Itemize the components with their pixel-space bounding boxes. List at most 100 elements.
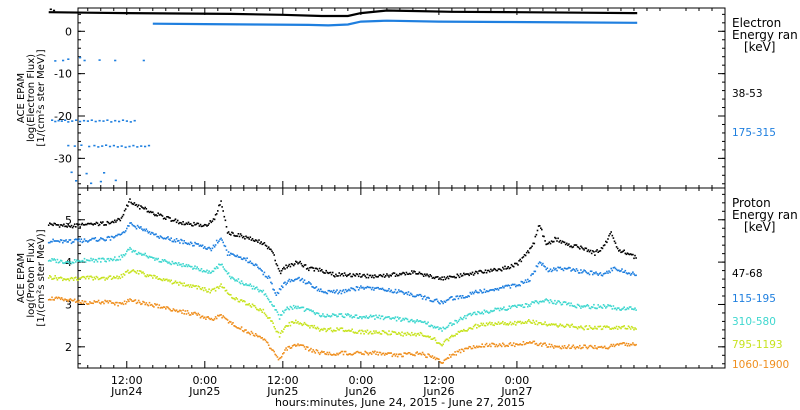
proton-data-point — [592, 328, 594, 330]
proton-data-point — [128, 225, 130, 227]
proton-data-point — [55, 261, 58, 264]
proton-data-point — [632, 342, 634, 344]
electron-data-point — [142, 59, 145, 62]
proton-data-point — [362, 286, 364, 289]
proton-data-point — [114, 277, 116, 279]
proton-data-point — [66, 299, 68, 301]
proton-data-point — [409, 273, 412, 275]
proton-data-point — [370, 288, 373, 291]
proton-data-point — [589, 270, 592, 272]
proton-data-point — [490, 268, 492, 271]
proton-data-point — [454, 351, 456, 353]
proton-data-point — [357, 351, 360, 354]
proton-data-point — [272, 305, 274, 307]
proton-data-point — [153, 306, 155, 308]
proton-data-point — [322, 329, 324, 331]
proton-data-point — [530, 303, 532, 305]
proton-data-point — [246, 303, 248, 306]
proton-data-point — [486, 290, 489, 293]
proton-data-point — [467, 347, 469, 350]
proton-data-point — [510, 344, 513, 347]
proton-data-point — [315, 349, 318, 351]
proton-data-point — [159, 261, 162, 263]
proton-data-point — [67, 241, 69, 243]
proton-data-point — [471, 313, 474, 315]
proton-data-point — [453, 323, 455, 325]
proton-data-point — [627, 272, 630, 274]
proton-data-point — [374, 332, 376, 334]
proton-data-point — [139, 301, 141, 304]
proton-data-point — [628, 272, 631, 275]
proton-data-point — [199, 288, 202, 290]
proton-data-point — [83, 224, 86, 226]
proton-data-point — [546, 299, 549, 301]
proton-data-point — [508, 267, 511, 270]
proton-data-point — [325, 353, 327, 356]
proton-data-point — [239, 256, 242, 258]
proton-data-point — [538, 322, 541, 324]
proton-data-point — [440, 327, 442, 330]
proton-data-point — [296, 322, 298, 324]
proton-data-point — [547, 242, 550, 245]
proton-data-point — [199, 269, 202, 272]
proton-data-point — [187, 242, 190, 245]
proton-data-point — [91, 237, 93, 240]
proton-data-point — [148, 255, 151, 258]
proton-data-point — [549, 346, 552, 348]
proton-data-point — [197, 268, 200, 270]
proton-data-point — [438, 358, 440, 361]
proton-data-point — [545, 323, 547, 326]
proton-data-point — [473, 311, 476, 314]
proton-data-point — [168, 261, 170, 264]
proton-legend-title: Proton Energy ran [keV] — [732, 196, 798, 234]
proton-data-point — [136, 301, 139, 304]
proton-data-point — [450, 335, 452, 338]
proton-data-point — [579, 305, 581, 308]
proton-data-point — [367, 333, 370, 335]
proton-data-point — [590, 345, 593, 348]
proton-data-point — [592, 273, 594, 276]
proton-data-point — [191, 286, 193, 288]
proton-data-point — [514, 262, 516, 265]
proton-data-point — [453, 298, 455, 300]
proton-data-point — [320, 328, 322, 331]
proton-data-point — [547, 324, 550, 326]
proton-data-point — [426, 356, 428, 359]
proton-data-point — [219, 285, 221, 287]
proton-data-point — [341, 350, 344, 353]
proton-data-point — [254, 333, 257, 335]
proton-data-point — [378, 331, 381, 334]
proton-data-point — [298, 276, 300, 279]
proton-data-point — [514, 304, 516, 307]
electron-data-point — [67, 144, 70, 147]
proton-data-point — [315, 267, 318, 270]
proton-data-point — [541, 345, 543, 347]
proton-data-point — [622, 271, 624, 273]
proton-data-point — [146, 274, 149, 276]
proton-data-point — [238, 281, 241, 284]
proton-data-point — [263, 293, 266, 296]
proton-data-point — [576, 327, 579, 330]
proton-data-point — [245, 235, 247, 238]
proton-data-point — [195, 242, 197, 245]
proton-data-point — [610, 231, 612, 233]
proton-data-point — [400, 334, 402, 337]
proton-data-point — [570, 347, 572, 349]
proton-data-point — [467, 273, 469, 275]
proton-data-point — [73, 298, 76, 301]
proton-data-point — [156, 258, 158, 261]
proton-data-point — [100, 261, 102, 263]
proton-data-point — [370, 315, 373, 318]
proton-data-point — [563, 326, 566, 328]
proton-data-point — [364, 350, 366, 353]
proton-data-point — [231, 253, 233, 255]
proton-data-point — [594, 254, 596, 256]
proton-data-point — [212, 319, 215, 321]
proton-data-point — [512, 323, 515, 325]
proton-data-point — [477, 291, 479, 294]
proton-data-point — [600, 274, 603, 276]
proton-data-point — [603, 244, 606, 246]
proton-data-point — [583, 328, 585, 331]
proton-data-point — [181, 239, 183, 242]
proton-data-point — [57, 261, 60, 264]
